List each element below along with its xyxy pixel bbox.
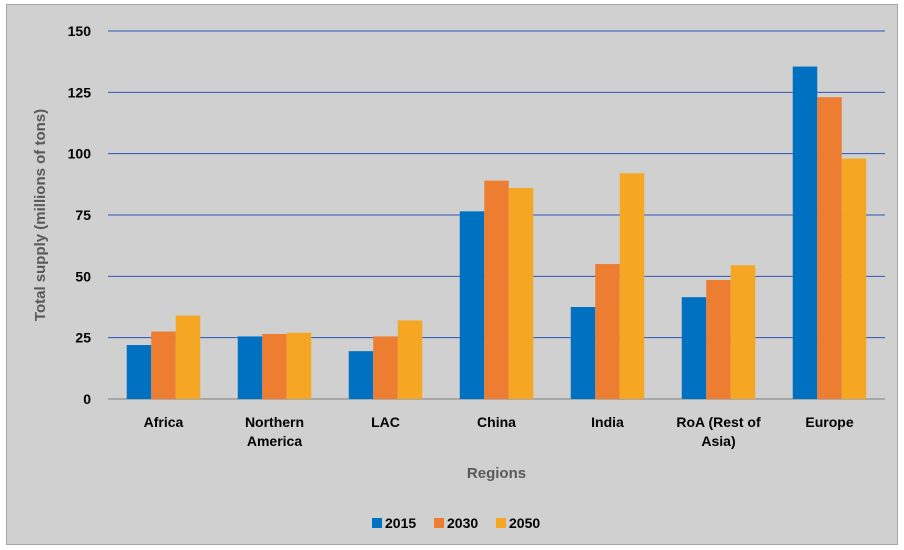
x-axis-title: Regions [467, 465, 526, 482]
x-tick-label: RoA (Rest of [676, 414, 761, 430]
bar-2015-2 [348, 351, 374, 399]
bar-2030-4 [595, 264, 620, 399]
y-tick-label: 50 [75, 268, 91, 284]
bar-2015-3 [459, 211, 485, 399]
bar-2015-6 [792, 66, 818, 399]
x-tick-label: America [247, 433, 302, 449]
bar-2030-1 [262, 333, 287, 399]
bar-2050-0 [175, 315, 201, 399]
legend-label-2050: 2050 [509, 515, 540, 531]
bar-2015-0 [126, 345, 152, 399]
chart-area: 0 25 50 75 100 125 150 Africa Northern America LAC… [6, 4, 898, 545]
x-tick-label: China [477, 414, 516, 430]
bar-2050-4 [619, 173, 645, 399]
x-tick-label: Asia) [701, 433, 735, 449]
bar-2050-6 [841, 158, 867, 399]
y-tick-label: 150 [68, 23, 92, 39]
bar-2015-5 [681, 297, 707, 399]
legend-swatch-2050 [496, 518, 506, 528]
bar-2030-6 [817, 97, 842, 400]
x-tick-label: India [591, 414, 624, 430]
bar-2015-4 [570, 307, 596, 399]
bar-2030-0 [151, 331, 176, 399]
x-tick-label: Africa [144, 414, 184, 430]
bar-2050-2 [397, 320, 423, 399]
legend-swatch-2030 [434, 518, 444, 528]
y-tick-label: 25 [75, 330, 91, 346]
y-tick-label: 0 [83, 391, 91, 407]
bar-2050-5 [730, 265, 756, 399]
bar-2030-2 [373, 336, 398, 399]
x-tick-label: Northern [245, 414, 304, 430]
legend-label-2015: 2015 [385, 515, 416, 531]
legend-swatch-2015 [372, 518, 382, 528]
x-tick-label: Europe [805, 414, 853, 430]
legend-label-2030: 2030 [447, 515, 478, 531]
bar-2030-3 [484, 180, 509, 399]
bar-2015-1 [237, 336, 263, 399]
y-tick-label: 125 [68, 84, 92, 100]
x-tick-label: LAC [371, 414, 400, 430]
bar-2050-3 [508, 188, 534, 399]
y-tick-label: 75 [75, 207, 91, 223]
bar-2030-5 [706, 280, 731, 399]
y-tick-label: 100 [68, 146, 92, 162]
bar-2050-1 [286, 332, 312, 399]
y-axis-title: Total supply (millions of tons) [32, 109, 49, 321]
